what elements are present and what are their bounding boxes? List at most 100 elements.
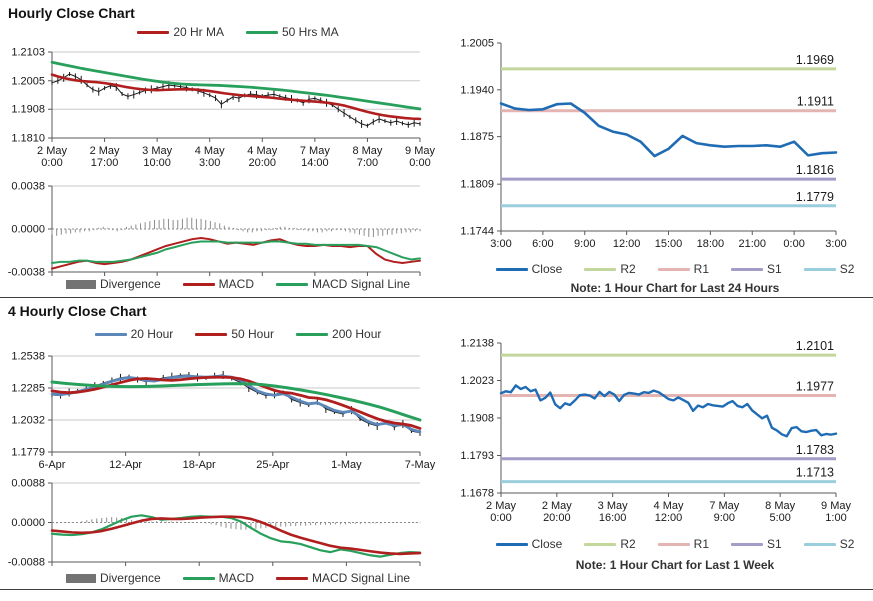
x-tick-label: 4 May (654, 500, 684, 512)
x-tick-label: 2 May (90, 145, 120, 157)
four-hourly-macd-chart: 0.0088 0.0000 -0.0088 (8, 478, 422, 569)
legend-label: MACD (218, 571, 254, 585)
x-tick-label: 14:00 (301, 157, 329, 168)
legend-label: Divergence (99, 571, 161, 585)
legend-item-200-hour: 200 Hour (296, 327, 381, 341)
legend-item-50-hrs-ma: 50 Hrs MA (246, 25, 339, 39)
x-tick-label: 10:00 (143, 157, 171, 168)
x-tick-label: 7 May (709, 500, 739, 512)
legend-pivot-1week: Close R2 R1 S1 S2 (437, 537, 873, 551)
y-tick-label: 1.1809 (460, 179, 494, 191)
y-tick-label: 1.2138 (460, 338, 494, 350)
close-line (499, 102, 838, 158)
y-tick-label: 1.1779 (11, 447, 45, 459)
y-tick-label: -0.0088 (8, 557, 45, 569)
level-label-r1: 1.1977 (796, 380, 834, 394)
x-tick-label: 3:00 (825, 238, 846, 250)
y-tick-label: 1.2032 (11, 415, 45, 427)
y-tick-label: 1.2285 (11, 383, 45, 395)
legend-item-r1: R1 (657, 262, 709, 276)
x-tick-label: 6:00 (532, 238, 553, 250)
y-tick-label: 0.0000 (11, 224, 45, 236)
section-divider (0, 297, 873, 298)
bottom-divider (0, 589, 873, 590)
x-tick-label: 20:00 (543, 512, 571, 524)
x-tick-label: 3:00 (199, 157, 220, 168)
legend-swatch-line (731, 542, 763, 546)
x-tick-label: 8 May (765, 500, 795, 512)
x-tick-label: 1:00 (825, 512, 846, 524)
macd-signal-line (50, 515, 422, 556)
legend-4hourly-price: 20 Hour 50 Hour 200 Hour (0, 327, 436, 341)
x-tick-label: 18:00 (697, 238, 725, 250)
legend-item-r2: R2 (584, 262, 636, 276)
legend-item-20-hour: 20 Hour (94, 327, 174, 341)
y-tick-label: 1.2103 (11, 47, 45, 59)
x-tick-label: 16:00 (599, 512, 627, 524)
legend-swatch-line (731, 267, 763, 271)
x-tick-label: 8 May (352, 145, 382, 157)
legend-swatch-line (195, 332, 228, 336)
x-tick-label: 7-May (405, 459, 436, 470)
y-tick-label: 1.1744 (460, 226, 494, 238)
legend-swatch-line (137, 30, 170, 34)
legend-swatch-rect (65, 573, 96, 583)
legend-swatch-line (657, 267, 690, 271)
x-tick-label: 0:00 (783, 238, 804, 250)
y-tick-label: -0.0038 (8, 267, 45, 277)
legend-swatch-rect (65, 279, 96, 289)
legend-pivot-24h: Close R2 R1 S1 S2 (437, 262, 873, 276)
legend-label: 20 Hour (130, 327, 174, 341)
y-tick-label: 1.2023 (460, 375, 494, 387)
x-tick-label: 15:00 (655, 238, 683, 250)
legend-swatch-line (182, 282, 215, 286)
hourly-macd-chart: 0.0038 0.0000 -0.0038 (8, 181, 421, 277)
legend-item-r2: R2 (584, 537, 636, 551)
legend-swatch-line (495, 267, 528, 271)
x-tick-label: 18-Apr (183, 459, 216, 470)
y-tick-label: 1.1793 (460, 450, 494, 462)
legend-swatch-line (182, 576, 215, 580)
legend-label: Divergence (99, 277, 161, 291)
legend-label: S1 (767, 262, 782, 276)
y-tick-label: 1.1940 (460, 84, 494, 96)
legend-item-20-hr-ma: 20 Hr MA (137, 25, 224, 39)
macd-signal-line (51, 240, 421, 264)
legend-label: MACD Signal Line (312, 571, 411, 585)
level-label-s2: 1.1779 (796, 190, 834, 204)
x-tick-label: 0:00 (490, 512, 511, 524)
legend-swatch-line (803, 542, 836, 546)
legend-swatch-line (296, 332, 329, 336)
legend-swatch-line (495, 542, 528, 546)
legend-item-s2: S2 (803, 537, 854, 551)
legend-swatch-line (584, 267, 617, 271)
ma-50hour-line (50, 375, 422, 430)
legend-swatch-line (276, 576, 308, 580)
x-tick-label: 3 May (142, 145, 172, 157)
ma-20hr-line (50, 73, 422, 121)
y-tick-label: 0.0000 (11, 517, 45, 529)
legend-item-s2: S2 (803, 262, 854, 276)
level-label-s2: 1.1713 (796, 466, 834, 480)
y-tick-label: 1.2538 (11, 351, 45, 363)
legend-label: Close (531, 537, 563, 551)
legend-label: MACD (218, 277, 254, 291)
legend-item-divergence: Divergence (65, 571, 161, 585)
legend-swatch-line (803, 267, 836, 271)
legend-label: R2 (620, 537, 636, 551)
x-tick-label: 2 May (486, 500, 516, 512)
level-label-r1: 1.1911 (797, 95, 834, 109)
x-tick-label: 17:00 (91, 157, 119, 168)
legend-item-divergence: Divergence (65, 277, 161, 291)
hourly-close-line (51, 73, 421, 127)
legend-label: 200 Hour (332, 327, 382, 341)
legend-swatch-line (94, 332, 127, 336)
x-tick-label: 7:00 (357, 157, 378, 168)
close-line (499, 384, 838, 438)
x-tick-label: 3 May (598, 500, 628, 512)
legend-item-r1: R1 (657, 537, 709, 551)
x-tick-label: 4 May (195, 145, 225, 157)
legend-hourly-price: 20 Hr MA 50 Hrs MA (0, 25, 436, 39)
